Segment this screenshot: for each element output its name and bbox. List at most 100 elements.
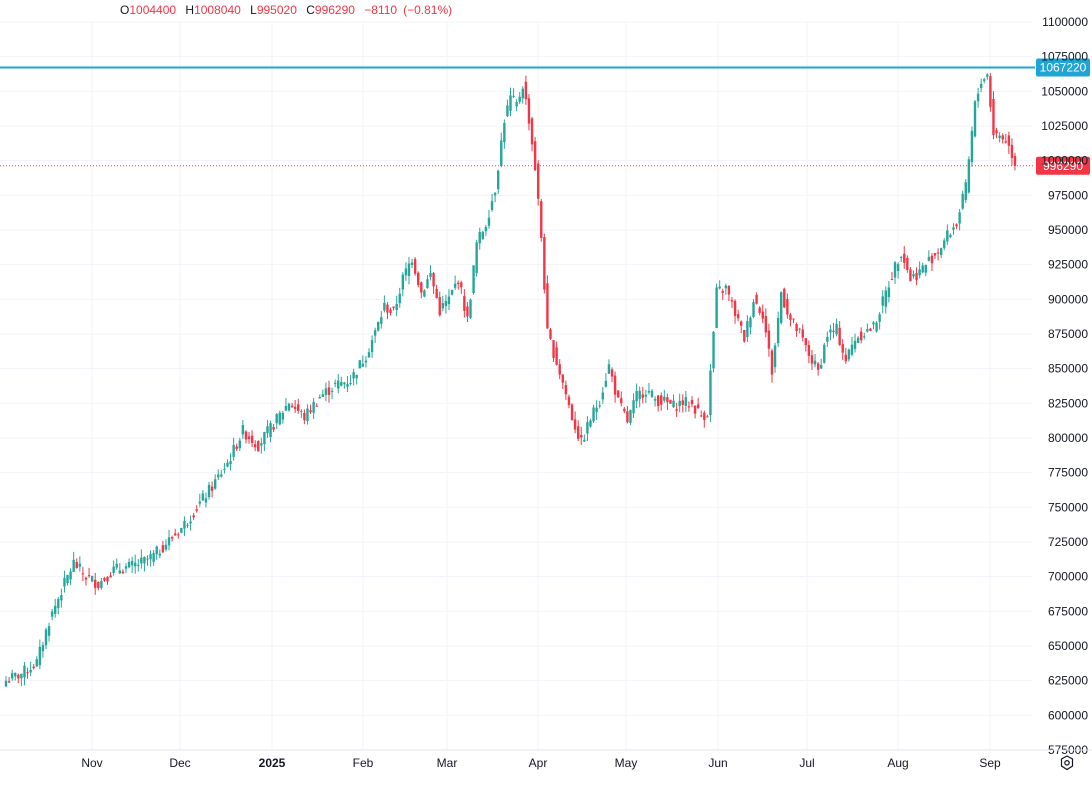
price-tick-label: 625000: [1048, 674, 1088, 688]
candle-body: [543, 237, 546, 290]
candle-body: [930, 255, 934, 264]
candle: [281, 410, 285, 424]
candle: [487, 209, 491, 229]
candle-body: [644, 394, 648, 397]
candle-body: [899, 257, 903, 259]
candle: [484, 224, 488, 236]
candle: [543, 233, 546, 294]
candle-body: [570, 404, 574, 421]
candle: [7, 677, 11, 684]
candle: [247, 431, 251, 444]
candle: [1004, 133, 1007, 144]
candle-body: [63, 577, 66, 587]
candle: [515, 99, 518, 112]
candle-body: [130, 560, 134, 566]
candle-body: [75, 561, 78, 569]
candle-body: [524, 81, 528, 100]
candle-body: [878, 314, 881, 322]
candle-body: [946, 230, 949, 242]
close-value: 996290: [314, 3, 355, 17]
candle: [869, 327, 872, 332]
candle-body: [315, 405, 318, 407]
candle-body: [112, 566, 115, 573]
candle-body: [589, 420, 592, 427]
candle-body: [976, 93, 980, 102]
candle-body: [823, 344, 826, 363]
candle-body: [650, 390, 654, 397]
candle: [832, 322, 835, 339]
price-axis[interactable]: 1100000 1075000 1050000 1025000 1000000 97500…: [1041, 15, 1088, 757]
candle: [149, 550, 152, 567]
time-axis[interactable]: Nov Dec 2025 Feb Mar Apr May Jun Jul Aug Sep: [0, 749, 1092, 770]
candle: [54, 598, 57, 618]
candle-body: [816, 363, 820, 370]
candle: [561, 374, 564, 390]
gear-icon[interactable]: [1058, 754, 1076, 772]
candle: [346, 375, 349, 392]
candle-body: [23, 665, 26, 678]
candle-body: [90, 576, 94, 582]
candle: [124, 563, 128, 574]
candle-body: [875, 322, 878, 332]
candle: [816, 362, 820, 376]
change-value: −8110: [364, 3, 398, 17]
time-tick-label: Sep: [979, 756, 1001, 770]
candle: [727, 285, 731, 301]
candle-body: [632, 400, 635, 414]
candle-body: [512, 95, 515, 97]
candle: [973, 100, 977, 138]
candle-body: [293, 406, 297, 410]
candle: [927, 250, 931, 262]
candle-body: [733, 300, 737, 317]
candle: [850, 336, 854, 357]
candle-body: [395, 303, 398, 311]
time-tick-label: Mar: [437, 756, 458, 770]
candle: [269, 420, 272, 443]
candle-body: [247, 436, 251, 439]
candle: [690, 396, 694, 408]
candle: [1007, 131, 1011, 154]
candle-body: [20, 673, 23, 679]
candle-body: [856, 337, 860, 343]
candle: [204, 492, 208, 508]
candle-body: [44, 629, 48, 646]
time-tick-label: Nov: [81, 756, 102, 770]
candle: [709, 363, 712, 422]
candle: [26, 667, 29, 679]
candle-body: [78, 563, 82, 567]
candle-body: [66, 574, 69, 584]
grid-lines: [0, 21, 1032, 751]
candle-body: [220, 474, 223, 477]
candle: [112, 560, 115, 576]
candle-body: [269, 423, 272, 438]
candle: [244, 430, 248, 444]
candle-body: [546, 283, 549, 329]
candle: [57, 596, 60, 615]
horizontal-level-line[interactable]: 1067220: [0, 58, 1090, 77]
candle-body: [41, 645, 45, 652]
candle: [933, 253, 937, 259]
candle-body: [746, 321, 749, 338]
candle: [44, 627, 48, 650]
candle-body: [1004, 141, 1007, 143]
candle-body: [893, 262, 897, 278]
candle-body: [217, 474, 220, 478]
candle: [137, 559, 140, 572]
price-tick-label: 900000: [1048, 292, 1088, 306]
candle: [958, 208, 961, 231]
candle-body: [441, 303, 445, 309]
last-price-line: 996290: [0, 156, 1090, 175]
candle-body: [481, 231, 485, 239]
candle: [881, 290, 884, 314]
candle-body: [466, 306, 469, 317]
high-key: H: [185, 3, 195, 17]
candle-body: [333, 382, 337, 384]
candle: [786, 293, 789, 319]
open-key: O: [120, 3, 130, 17]
candle-body: [460, 282, 463, 288]
candle: [327, 380, 331, 403]
candle-body: [370, 340, 374, 352]
price-tick-label: 600000: [1048, 708, 1088, 722]
candle-body: [380, 317, 383, 324]
